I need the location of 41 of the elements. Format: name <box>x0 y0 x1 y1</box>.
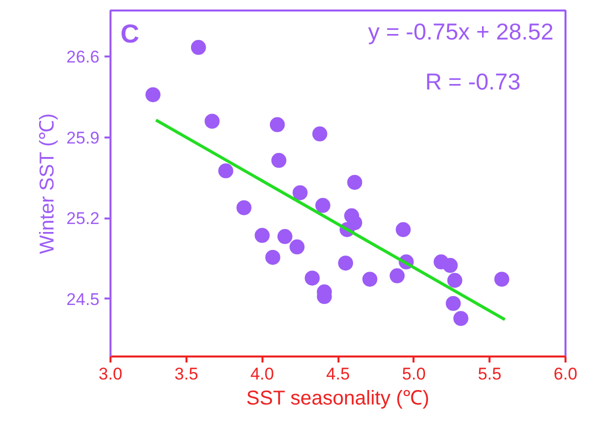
point <box>390 268 405 284</box>
x-tick-label: 3.5 <box>174 364 198 384</box>
point <box>265 250 280 265</box>
point <box>447 272 462 288</box>
y-tick-label: 24.5 <box>66 290 100 309</box>
point <box>312 126 328 142</box>
x-tick-label: 5.0 <box>402 364 426 384</box>
point <box>271 152 286 168</box>
x-tick-label: 4.5 <box>326 364 350 384</box>
point <box>254 228 270 243</box>
point <box>277 229 292 244</box>
point <box>442 258 458 273</box>
annotation: C <box>120 18 140 48</box>
point <box>270 117 285 132</box>
y-axis-title: Winter SST (℃) <box>36 113 58 254</box>
point <box>145 87 160 102</box>
point <box>204 114 220 129</box>
point <box>190 40 206 55</box>
point <box>338 256 354 271</box>
annotation: y = -0.75x + 28.52 <box>368 18 554 44</box>
x-tick-label: 6.0 <box>554 364 578 384</box>
x-axis-title: SST seasonality (℃) <box>246 388 430 410</box>
point <box>292 185 308 200</box>
annotation: R = -0.73 <box>425 68 521 94</box>
x-tick-label: 3.0 <box>98 364 122 384</box>
x-tick-label: 5.5 <box>478 364 502 384</box>
point <box>236 200 252 216</box>
point <box>304 270 320 286</box>
point <box>396 222 411 238</box>
point <box>290 239 305 254</box>
y-tick-label: 25.9 <box>66 128 100 148</box>
point <box>494 272 510 287</box>
point <box>453 310 468 326</box>
y-tick-label: 25.2 <box>66 209 100 228</box>
x-tick-label: 4.0 <box>250 364 274 384</box>
point <box>446 296 461 311</box>
y-tick-label: 26.6 <box>66 48 100 67</box>
point <box>362 272 378 287</box>
point <box>347 174 362 190</box>
point <box>315 198 330 213</box>
point <box>218 163 234 178</box>
